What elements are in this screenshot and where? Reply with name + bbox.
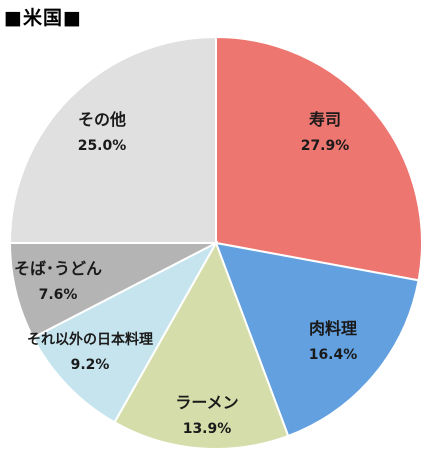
slice-percent-label: 9.2%: [71, 357, 110, 373]
slice-percent-label: 27.9%: [301, 138, 350, 154]
slice-name-label: そば･うどん: [14, 259, 102, 278]
slice-percent-label: 7.6%: [39, 287, 78, 303]
pie-slice-2: [214, 241, 420, 438]
chart-title: ■米国■: [4, 7, 82, 29]
slice-percent-label: 13.9%: [183, 421, 232, 437]
slice-percent-label: 16.4%: [309, 347, 358, 363]
slice-labels: 寿司 27.9% 肉料理 16.4% ラーメン 13.9% それ以外の日本料理 9.2% そば･…: [14, 110, 357, 437]
slice-percent-label: 25.0%: [78, 138, 127, 154]
pie-slice-3: [113, 240, 290, 450]
pie-slice-5: [8, 242, 217, 340]
slice-name-label: その他: [78, 110, 126, 129]
pie-slice-6: [8, 35, 217, 244]
pie-slice-1: [215, 35, 423, 282]
pie-slice-4: [31, 240, 219, 424]
slice-name-label: 寿司: [309, 110, 341, 129]
slice-name-label: 肉料理: [309, 319, 357, 338]
slice-name-label: ラーメン: [175, 393, 238, 412]
pie-slices: [8, 35, 423, 450]
slice-name-label: それ以外の日本料理: [27, 331, 153, 348]
